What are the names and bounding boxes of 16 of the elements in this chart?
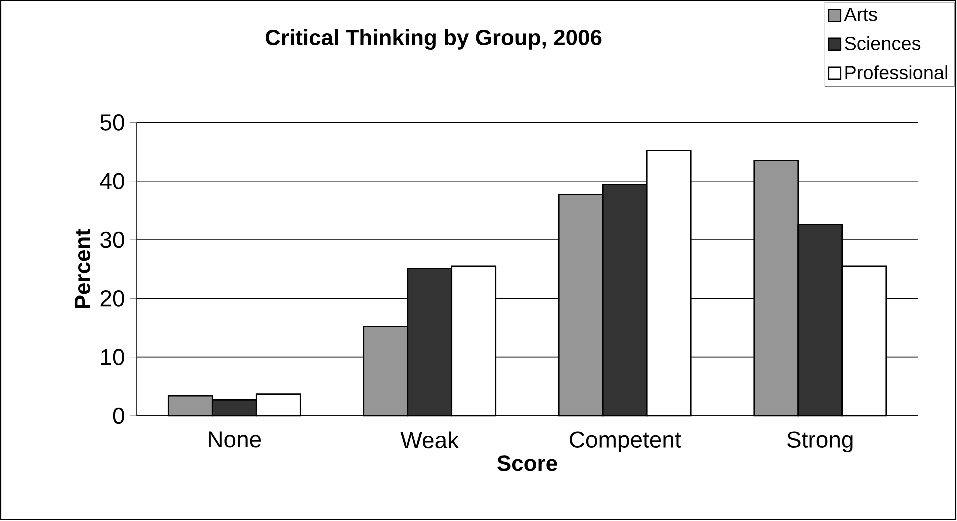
x-tick-label: Competent (570, 432, 682, 453)
x-tick-label: None (209, 432, 262, 448)
y-tick-label: 40 (100, 173, 124, 190)
x-axis-title: Score (498, 456, 558, 472)
legend-label: Arts (844, 8, 878, 22)
x-tick-label: Strong (788, 432, 853, 453)
x-tick-label: Weak (400, 432, 460, 449)
chart-title: Critical Thinking by Group, 2006 (266, 29, 602, 50)
y-tick-label: 30 (100, 232, 124, 248)
y-axis-title: Percent (75, 229, 91, 308)
legend-label: Sciences (845, 36, 921, 50)
y-tick-label: 50 (100, 114, 124, 131)
y-tick-label: 20 (100, 290, 124, 307)
y-tick-label: 10 (101, 349, 124, 366)
y-tick-label: 0 (113, 408, 124, 424)
legend-label: Professional (846, 66, 948, 80)
